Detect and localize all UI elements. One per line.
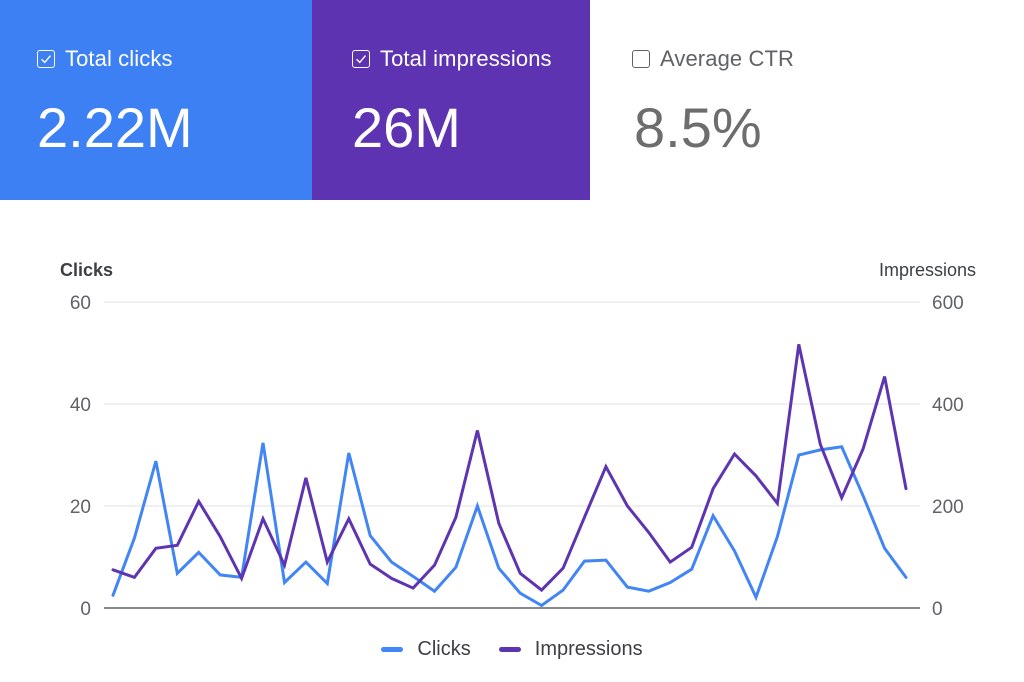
total-impressions-label: Total impressions <box>380 46 552 71</box>
total-impressions-card[interactable]: Total impressions 26M <box>312 0 590 200</box>
legend-item-clicks[interactable]: Clicks <box>381 638 471 661</box>
total-clicks-label: Total clicks <box>65 46 173 71</box>
total-impressions-toggle[interactable]: Total impressions <box>352 46 552 72</box>
right-tick-label: 400 <box>932 395 964 416</box>
average-ctr-label: Average CTR <box>660 46 794 71</box>
right-tick-label: 0 <box>932 599 943 620</box>
total-clicks-toggle[interactable]: Total clicks <box>37 46 173 72</box>
legend-label-clicks: Clicks <box>417 638 471 660</box>
checkbox-empty-icon[interactable] <box>632 50 650 68</box>
left-tick-label: 60 <box>70 293 91 314</box>
total-impressions-value: 26M <box>352 96 461 159</box>
right-tick-label: 600 <box>932 293 964 314</box>
metric-cards: Total clicks 2.22M Total impressions 26M… <box>0 0 1024 200</box>
left-tick-label: 0 <box>80 599 91 620</box>
clicks-line <box>111 442 908 608</box>
checkbox-checked-icon[interactable] <box>37 50 55 68</box>
average-ctr-toggle[interactable]: Average CTR <box>632 46 794 72</box>
total-clicks-value: 2.22M <box>37 96 193 159</box>
left-tick-label: 40 <box>70 395 91 416</box>
average-ctr-value: 8.5% <box>634 96 762 159</box>
average-ctr-card[interactable]: Average CTR 8.5% <box>590 0 1024 200</box>
legend-item-impressions[interactable]: Impressions <box>498 638 643 661</box>
right-tick-label: 200 <box>932 497 964 518</box>
left-axis-title: Clicks <box>60 260 114 280</box>
left-tick-label: 20 <box>70 497 91 518</box>
right-axis-title: Impressions <box>878 260 976 280</box>
legend-swatch-clicks <box>381 647 404 652</box>
checkbox-checked-icon[interactable] <box>352 50 370 68</box>
impressions-line <box>111 343 908 593</box>
legend-label-impressions: Impressions <box>534 638 643 660</box>
legend-swatch-impressions <box>498 647 521 652</box>
chart-legend: Clicks Impressions <box>0 638 1024 661</box>
total-clicks-card[interactable]: Total clicks 2.22M <box>0 0 312 200</box>
